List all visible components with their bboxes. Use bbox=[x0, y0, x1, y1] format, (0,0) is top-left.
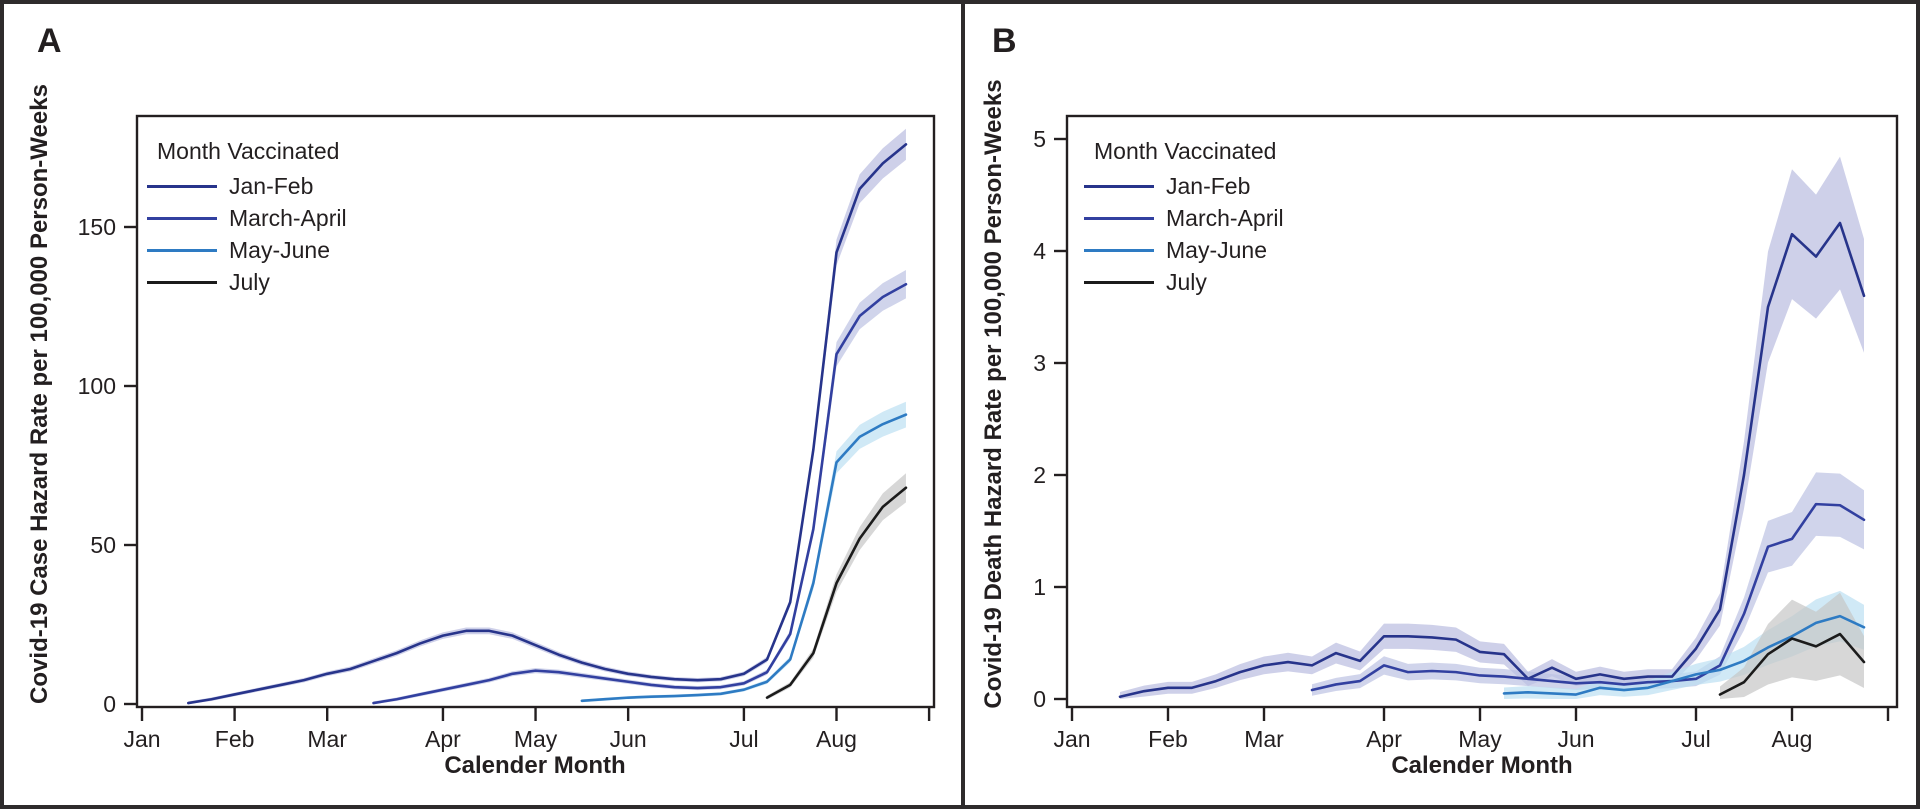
panel-b-x-axis-title: Calender Month bbox=[1391, 752, 1573, 779]
legend-item-may-june: May-June bbox=[147, 234, 347, 266]
x-tick-label: Jul bbox=[729, 726, 758, 752]
x-tick-label: Jan bbox=[123, 726, 160, 752]
x-tick-label: May bbox=[1458, 726, 1502, 752]
y-tick-label: 100 bbox=[78, 373, 116, 399]
ci-band-may-june bbox=[581, 401, 906, 703]
series-line-jan-feb bbox=[1118, 221, 1866, 699]
x-tick-label: Jul bbox=[1681, 726, 1710, 752]
legend-swatch-icon bbox=[1084, 216, 1154, 220]
legend-label: July bbox=[1166, 269, 1207, 295]
y-tick-label: 1 bbox=[1033, 574, 1046, 600]
legend-label: March-April bbox=[1166, 205, 1284, 231]
y-tick-label: 0 bbox=[1033, 686, 1046, 712]
series-line-may-june bbox=[1502, 614, 1866, 696]
legend-item-may-june: May-June bbox=[1084, 234, 1284, 266]
legend-swatch-icon bbox=[147, 280, 217, 284]
legend-a-title: Month Vaccinated bbox=[157, 138, 340, 164]
legend-swatch-icon bbox=[147, 248, 217, 252]
x-tick-label: Jun bbox=[610, 726, 647, 752]
series-line-jan-feb bbox=[187, 143, 908, 705]
legend-label: Jan-Feb bbox=[1166, 173, 1251, 199]
legend-item-march-april: March-April bbox=[1084, 202, 1284, 234]
x-tick-label: Feb bbox=[1148, 726, 1188, 752]
y-tick-label: 4 bbox=[1033, 238, 1046, 264]
ci-band-jan-feb bbox=[1120, 156, 1864, 699]
legend-swatch-icon bbox=[1084, 280, 1154, 284]
legend-label: July bbox=[229, 269, 270, 295]
x-tick-label: Mar bbox=[1244, 726, 1284, 752]
series-line-july bbox=[1718, 632, 1866, 696]
chart-canvas: 0 50 100 150 Jan Feb Mar Apr May Jun Jul Aug 0 1 2 3 4 5… bbox=[78, 114, 1899, 752]
legend-a: Month Vaccinated Jan-Feb March-April May-J… bbox=[147, 138, 347, 298]
y-tick-label: 0 bbox=[103, 691, 116, 717]
legend-item-march-april: March-April bbox=[147, 202, 347, 234]
y-tick-label: 5 bbox=[1033, 126, 1046, 152]
x-tick-label: May bbox=[514, 726, 558, 752]
x-tick-label: Feb bbox=[215, 726, 255, 752]
legend-label: March-April bbox=[229, 205, 347, 231]
series-line-march-april bbox=[1310, 502, 1866, 692]
legend-label: May-June bbox=[229, 237, 330, 263]
x-tick-label: Aug bbox=[816, 726, 857, 752]
legend-b-title: Month Vaccinated bbox=[1094, 138, 1277, 164]
legend-a-rows: Jan-Feb March-April May-June July bbox=[147, 170, 347, 298]
legend-item-jan-feb: Jan-Feb bbox=[1084, 170, 1284, 202]
y-tick-label: 150 bbox=[78, 214, 116, 240]
x-tick-label: Apr bbox=[425, 726, 461, 752]
legend-swatch-icon bbox=[1084, 248, 1154, 252]
legend-label: Jan-Feb bbox=[229, 173, 314, 199]
x-tick-label: Jan bbox=[1053, 726, 1090, 752]
legend-item-july: July bbox=[147, 266, 347, 298]
series-line-july bbox=[765, 486, 908, 699]
legend-b: Month Vaccinated Jan-Feb March-April May-J… bbox=[1084, 138, 1284, 298]
legend-item-jan-feb: Jan-Feb bbox=[147, 170, 347, 202]
x-tick-label: Aug bbox=[1772, 726, 1813, 752]
x-tick-label: Apr bbox=[1366, 726, 1402, 752]
legend-label: May-June bbox=[1166, 237, 1267, 263]
x-tick-label: Jun bbox=[1557, 726, 1594, 752]
y-tick-label: 2 bbox=[1033, 462, 1046, 488]
legend-item-july: July bbox=[1084, 266, 1284, 298]
series-line-may-june bbox=[580, 413, 908, 703]
panel-a-label: A bbox=[37, 22, 62, 60]
panel-b-plot: 0 1 2 3 4 5 Jan Feb Mar Apr May Jun Jul Aug bbox=[1033, 114, 1899, 752]
series-line-march-april bbox=[372, 282, 908, 705]
panel-a-plot: 0 50 100 150 Jan Feb Mar Apr May Jun Jul Aug bbox=[78, 114, 936, 752]
y-tick-label: 3 bbox=[1033, 350, 1046, 376]
legend-swatch-icon bbox=[147, 216, 217, 220]
legend-swatch-icon bbox=[147, 184, 217, 188]
panel-a-x-axis-title: Calender Month bbox=[444, 752, 626, 779]
x-tick-label: Mar bbox=[307, 726, 347, 752]
legend-b-rows: Jan-Feb March-April May-June July bbox=[1084, 170, 1284, 298]
y-tick-label: 50 bbox=[90, 532, 116, 558]
plot-frame bbox=[1065, 114, 1899, 709]
panel-divider bbox=[961, 4, 965, 805]
panel-b-label: B bbox=[992, 22, 1017, 60]
legend-swatch-icon bbox=[1084, 184, 1154, 188]
